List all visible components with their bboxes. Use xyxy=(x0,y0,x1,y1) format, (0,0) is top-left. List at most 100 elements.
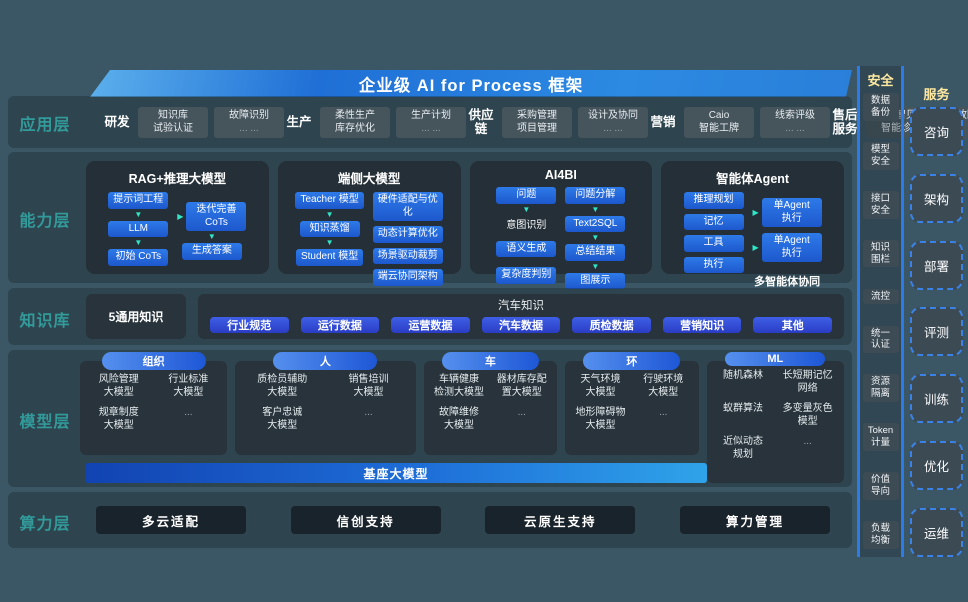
arrow-right-icon: ▶ xyxy=(752,208,759,217)
layer-label-compute: 算力层 xyxy=(19,516,71,533)
general-knowledge-box[interactable]: 5通用知识 xyxy=(86,294,186,339)
ai4bi-step[interactable]: 总结结果 xyxy=(565,244,626,261)
agent-component[interactable]: 执行 xyxy=(683,256,744,273)
ai4bi-step[interactable]: Text2SQL xyxy=(565,215,626,232)
compute-button-multicloud[interactable]: 多云适配 xyxy=(96,506,246,534)
service-item[interactable]: 架构 xyxy=(910,173,963,223)
security-item[interactable]: Token 计量 xyxy=(862,423,899,452)
layer-label-application: 应用层 xyxy=(19,117,71,134)
app-item[interactable]: 知识库 试验认证 xyxy=(138,106,208,138)
edge-step[interactable]: Teacher 模型 xyxy=(295,192,364,209)
app-item-line: 线索评级 xyxy=(775,109,815,121)
service-item[interactable]: 运维 xyxy=(910,507,963,557)
model-item: 质检员辅助 大模型 xyxy=(257,374,308,398)
edge-step[interactable]: 知识蒸馏 xyxy=(299,220,360,237)
edge-feature[interactable]: 端云协同架构 xyxy=(372,269,443,286)
rag-step[interactable]: LLM xyxy=(108,220,169,237)
agent-exec[interactable]: 单Agent 执行 xyxy=(761,233,822,262)
layer-label-model: 模型层 xyxy=(19,414,71,431)
compute-button-xinchuang[interactable]: 信创支持 xyxy=(290,506,441,534)
model-item: 多变量灰色 模型 xyxy=(782,403,833,427)
model-group-pill[interactable]: 环 xyxy=(583,352,681,370)
app-item[interactable]: 柔性生产 库存优化 xyxy=(320,106,390,138)
knowledge-pill[interactable]: 行业规范 xyxy=(210,317,289,333)
service-item[interactable]: 部署 xyxy=(910,240,963,290)
model-group-pill[interactable]: 车 xyxy=(441,352,539,370)
service-item[interactable]: 咨询 xyxy=(910,107,963,156)
model-item: 客户忠诚 大模型 xyxy=(262,407,303,431)
security-item[interactable]: 负载 均衡 xyxy=(862,521,899,549)
knowledge-pill[interactable]: 其他 xyxy=(753,317,833,333)
app-item[interactable]: 线索评级 ... ... xyxy=(760,106,830,138)
knowledge-pill[interactable]: 营销知识 xyxy=(662,317,742,333)
app-group-label: 生产 xyxy=(286,114,312,129)
model-item: 蚁群算法 xyxy=(722,403,763,414)
compute-button-management[interactable]: 算力管理 xyxy=(679,506,830,534)
security-item[interactable]: 知识 围栏 xyxy=(862,239,899,268)
service-item[interactable]: 优化 xyxy=(910,441,963,491)
rag-step[interactable]: 生成答案 xyxy=(181,243,242,260)
security-item[interactable]: 资源 隔离 xyxy=(862,374,899,403)
agent-component[interactable]: 记忆 xyxy=(683,213,744,230)
ai4bi-step[interactable]: 图展示 xyxy=(565,272,626,289)
app-item[interactable]: 生产计划 ... ... xyxy=(396,106,466,138)
service-title: 服务 xyxy=(923,87,950,102)
ai4bi-step[interactable]: 问题 xyxy=(496,187,557,204)
edge-feature[interactable]: 硬件适配与优 化 xyxy=(372,192,443,221)
security-item[interactable]: 价值 导向 xyxy=(862,472,899,500)
security-title: 安全 xyxy=(867,73,894,88)
security-item[interactable]: 接口 安全 xyxy=(862,190,899,219)
arrow-down-icon: ▼ xyxy=(207,232,216,241)
model-item: 风险管理 大模型 xyxy=(98,374,139,398)
model-group-environment: 环 天气环境 大模型 行驶环境 大模型 地形障碍物 大模型 ... xyxy=(565,352,699,455)
app-item[interactable]: 采购管理 项目管理 xyxy=(502,106,572,138)
model-item: 天气环境 大模型 xyxy=(580,374,621,398)
model-item: ... xyxy=(803,436,812,447)
model-group-pill[interactable]: ML xyxy=(725,352,826,366)
model-group-pill[interactable]: 组织 xyxy=(101,352,206,370)
knowledge-pill[interactable]: 运营数据 xyxy=(391,317,470,333)
model-group-people: 人 质检员辅助 大模型 销售培训 大模型 客户忠诚 大模型 ... xyxy=(235,352,416,455)
knowledge-pill[interactable]: 质检数据 xyxy=(572,317,651,333)
app-item[interactable]: 设计及协同 ... ... xyxy=(578,106,648,138)
model-item: 器材库存配 置大模型 xyxy=(496,374,547,398)
foundation-model-bar[interactable]: 基座大模型 xyxy=(85,463,707,483)
edge-step[interactable]: Student 模型 xyxy=(295,249,364,266)
arrow-down-icon: ▼ xyxy=(325,209,334,219)
rag-step[interactable]: 提示词工程 xyxy=(108,192,169,209)
automotive-knowledge-title: 汽车知识 xyxy=(498,300,544,312)
agent-component[interactable]: 推理规划 xyxy=(683,192,744,209)
app-group-supply-chain: 供应链 采购管理 项目管理 设计及协同 ... ... xyxy=(466,106,648,138)
service-item[interactable]: 评测 xyxy=(910,307,963,357)
arrow-down-icon: ▼ xyxy=(325,238,334,247)
model-item: 近似动态 规划 xyxy=(722,436,763,460)
security-item[interactable]: 流控 xyxy=(862,288,899,305)
app-group-label: 售后服务 xyxy=(832,107,858,136)
application-layer-band: 研发 知识库 试验认证 故障识别 ... ... 生产 柔性生产 库存优化 生产… xyxy=(8,96,968,148)
agent-component[interactable]: 工具 xyxy=(683,235,744,252)
compute-button-cloudnative[interactable]: 云原生支持 xyxy=(485,506,636,534)
security-item[interactable]: 统一 认证 xyxy=(862,325,899,354)
knowledge-pill[interactable]: 汽车数据 xyxy=(481,317,561,333)
model-item: ... xyxy=(184,407,193,418)
app-item-line: 知识库 xyxy=(158,109,188,121)
app-item[interactable]: 故障识别 ... ... xyxy=(214,106,284,138)
ai4bi-step[interactable]: 复杂度判别 xyxy=(496,267,557,284)
app-item-line: 库存优化 xyxy=(335,123,375,134)
ai4bi-step[interactable]: 语义生成 xyxy=(496,240,557,257)
app-group-production: 生产 柔性生产 库存优化 生产计划 ... ... xyxy=(284,106,466,138)
rag-step[interactable]: 迭代完善 CoTs xyxy=(186,202,247,231)
security-item[interactable]: 模型 安全 xyxy=(862,141,899,170)
rag-step[interactable]: 初始 CoTs xyxy=(108,249,169,266)
model-group-organization: 组织 风险管理 大模型 行业标准 大模型 规章制度 大模型 ... xyxy=(80,352,228,455)
knowledge-pill[interactable]: 运行数据 xyxy=(300,317,380,333)
agent-exec[interactable]: 单Agent 执行 xyxy=(761,198,822,227)
edge-feature[interactable]: 动态计算优化 xyxy=(372,226,443,243)
security-item[interactable]: 数据 备份 xyxy=(862,93,899,121)
model-group-pill[interactable]: 人 xyxy=(273,352,378,370)
service-item[interactable]: 训练 xyxy=(910,374,963,424)
ai4bi-step[interactable]: 问题分解 xyxy=(565,187,626,204)
multi-agent-note: 多智能体协同 xyxy=(754,276,821,288)
app-item[interactable]: Caio 智能工牌 xyxy=(684,106,754,138)
edge-feature[interactable]: 场景驱动裁剪 xyxy=(372,247,443,264)
